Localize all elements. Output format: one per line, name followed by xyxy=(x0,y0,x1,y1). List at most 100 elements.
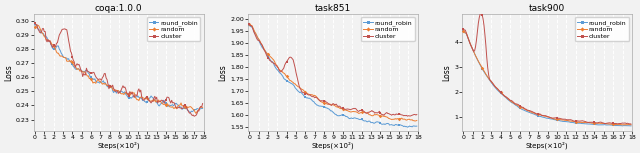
random xyxy=(479,69,487,70)
X-axis label: Steps(×10²): Steps(×10²) xyxy=(97,141,140,149)
Line: random: random xyxy=(34,24,204,115)
Title: task900: task900 xyxy=(529,4,565,13)
round_robin xyxy=(609,124,616,126)
random xyxy=(280,72,287,74)
Line: random: random xyxy=(248,23,418,122)
random xyxy=(524,109,531,111)
cluster xyxy=(95,78,102,80)
random xyxy=(411,120,419,122)
X-axis label: Steps(×10²): Steps(×10²) xyxy=(526,141,568,149)
random xyxy=(413,119,420,121)
round_robin xyxy=(95,81,102,83)
round_robin xyxy=(34,28,42,29)
Line: cluster: cluster xyxy=(248,22,418,118)
random xyxy=(462,32,470,34)
random xyxy=(627,124,635,126)
cluster xyxy=(480,24,488,26)
round_robin xyxy=(394,124,402,126)
Line: cluster: cluster xyxy=(462,11,632,125)
random xyxy=(192,112,200,114)
Line: round_robin: round_robin xyxy=(248,24,418,128)
round_robin xyxy=(404,126,412,128)
round_robin xyxy=(245,24,253,26)
cluster xyxy=(180,105,188,106)
random xyxy=(52,48,60,50)
cluster xyxy=(265,58,273,60)
cluster xyxy=(31,22,39,24)
round_robin xyxy=(494,90,502,91)
random xyxy=(245,23,253,25)
random xyxy=(394,118,402,120)
random xyxy=(34,24,42,26)
round_robin xyxy=(265,56,273,58)
cluster xyxy=(245,23,253,24)
Line: round_robin: round_robin xyxy=(462,29,632,127)
Title: coqa:1.0.0: coqa:1.0.0 xyxy=(95,4,143,13)
cluster xyxy=(623,123,630,125)
cluster xyxy=(495,90,503,91)
cluster xyxy=(408,114,416,116)
cluster xyxy=(66,45,74,46)
round_robin xyxy=(627,125,635,127)
random xyxy=(494,89,502,90)
random xyxy=(199,107,207,108)
cluster xyxy=(609,123,617,124)
Legend: round_robin, random, cluster: round_robin, random, cluster xyxy=(575,17,629,41)
Y-axis label: Loss: Loss xyxy=(218,64,227,81)
random xyxy=(609,123,616,125)
random xyxy=(31,26,39,28)
cluster xyxy=(190,115,198,117)
cluster xyxy=(248,26,256,28)
round_robin xyxy=(248,26,256,28)
round_robin xyxy=(479,69,487,71)
Line: random: random xyxy=(462,29,632,126)
cluster xyxy=(309,96,317,98)
Line: cluster: cluster xyxy=(34,21,204,118)
random xyxy=(621,124,629,126)
round_robin xyxy=(66,60,74,62)
Y-axis label: Loss: Loss xyxy=(4,64,13,81)
random xyxy=(460,30,467,32)
Y-axis label: Loss: Loss xyxy=(442,64,451,81)
random xyxy=(195,109,203,111)
round_robin xyxy=(462,32,470,34)
round_robin xyxy=(408,126,416,128)
random xyxy=(96,81,104,82)
cluster xyxy=(51,45,58,47)
round_robin xyxy=(280,78,287,79)
random xyxy=(181,106,189,108)
cluster xyxy=(199,103,207,104)
cluster xyxy=(460,28,467,30)
cluster xyxy=(413,114,420,116)
random xyxy=(265,54,273,56)
round_robin xyxy=(51,49,58,50)
round_robin xyxy=(194,108,202,110)
Legend: round_robin, random, cluster: round_robin, random, cluster xyxy=(361,17,415,41)
round_robin xyxy=(180,107,188,109)
random xyxy=(35,25,42,27)
Title: task851: task851 xyxy=(315,4,351,13)
random xyxy=(67,61,74,63)
round_robin xyxy=(413,125,420,127)
cluster xyxy=(477,12,485,13)
cluster xyxy=(627,123,635,125)
cluster xyxy=(524,109,532,111)
Line: round_robin: round_robin xyxy=(34,23,204,114)
cluster xyxy=(394,113,402,115)
X-axis label: Steps(×10²): Steps(×10²) xyxy=(312,141,355,149)
round_robin xyxy=(187,112,195,113)
cluster xyxy=(462,32,470,33)
cluster xyxy=(34,27,42,29)
random xyxy=(309,94,317,96)
round_robin xyxy=(199,108,207,109)
round_robin xyxy=(460,30,467,32)
cluster xyxy=(280,67,287,69)
random xyxy=(407,119,415,121)
Legend: round_robin, random, cluster: round_robin, random, cluster xyxy=(147,17,200,41)
round_robin xyxy=(309,100,317,102)
cluster xyxy=(194,110,202,112)
cluster xyxy=(404,115,412,117)
round_robin xyxy=(31,23,39,25)
random xyxy=(248,25,256,26)
round_robin xyxy=(621,125,629,127)
